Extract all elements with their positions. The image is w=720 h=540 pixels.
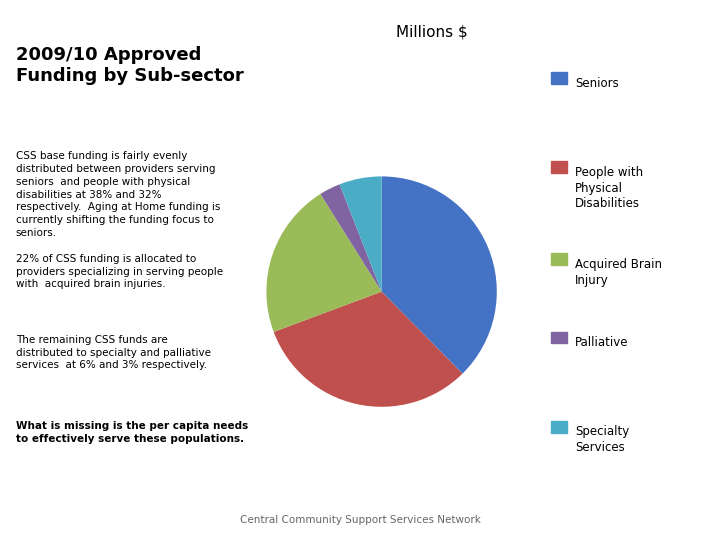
- Text: Millions $: Millions $: [396, 24, 468, 39]
- Text: Palliative: Palliative: [575, 336, 629, 349]
- Text: People with
Physical
Disabilities: People with Physical Disabilities: [575, 166, 644, 210]
- Text: CSS base funding is fairly evenly
distributed between providers serving
seniors : CSS base funding is fairly evenly distri…: [16, 151, 220, 238]
- Text: Central Community Support Services Network: Central Community Support Services Netwo…: [240, 515, 480, 525]
- Wedge shape: [382, 177, 497, 374]
- Wedge shape: [320, 184, 382, 292]
- Wedge shape: [266, 194, 382, 332]
- Wedge shape: [274, 292, 462, 407]
- Text: What is missing is the per capita needs
to effectively serve these populations.: What is missing is the per capita needs …: [16, 421, 248, 444]
- Text: Specialty
Services: Specialty Services: [575, 426, 629, 454]
- Wedge shape: [340, 177, 382, 292]
- Text: Acquired Brain
Injury: Acquired Brain Injury: [575, 258, 662, 287]
- Text: 2009/10 Approved
Funding by Sub-sector: 2009/10 Approved Funding by Sub-sector: [16, 46, 243, 85]
- Text: 22% of CSS funding is allocated to
providers specializing in serving people
with: 22% of CSS funding is allocated to provi…: [16, 254, 223, 289]
- Text: The remaining CSS funds are
distributed to specialty and palliative
services  at: The remaining CSS funds are distributed …: [16, 335, 211, 370]
- Text: Seniors: Seniors: [575, 77, 619, 90]
